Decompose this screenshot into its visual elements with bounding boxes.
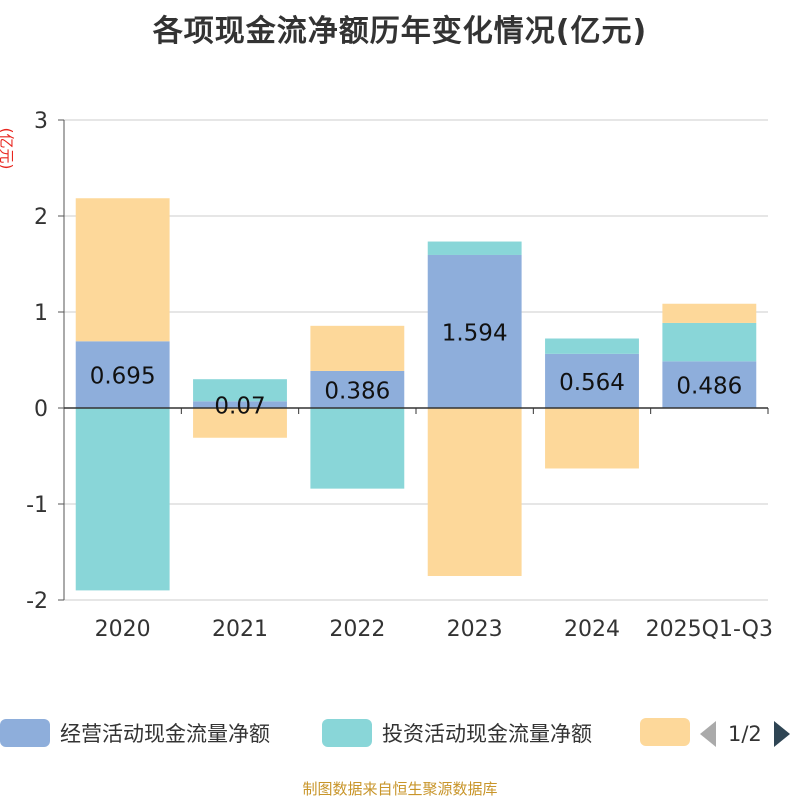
pager-page-text: 1/2 — [728, 722, 762, 746]
bar-series-0 — [545, 353, 639, 408]
data-label: 0.386 — [324, 378, 390, 404]
legend-label-investing: 投资活动现金流量净额 — [382, 722, 592, 746]
source-note: 制图数据来自恒生聚源数据库 — [302, 780, 498, 798]
bar-series-2 — [75, 198, 170, 342]
y-tick-label: 3 — [34, 109, 48, 134]
legend-label-operating: 经营活动现金流量净额 — [60, 722, 270, 746]
y-tick-label: 1 — [34, 301, 48, 326]
bar-series-0 — [427, 254, 522, 408]
legend-item-operating[interactable]: 经营活动现金流量净额 — [0, 718, 270, 748]
bar-series-2 — [193, 408, 287, 438]
bar-series-0 — [310, 370, 405, 408]
chart-plot: -2 -1 0 1 2 3 2020 2021 2022 2023 2024 2025Q1-Q3 0.… — [26, 109, 773, 642]
data-label: 1.594 — [442, 320, 508, 346]
data-label: 0.564 — [559, 370, 625, 396]
x-tick-label: 2025Q1-Q3 — [646, 617, 773, 642]
legend: 经营活动现金流量净额 投资活动现金流量净额 1/2 — [0, 716, 800, 756]
legend-pager: 1/2 — [700, 716, 790, 752]
bar-series-0 — [75, 341, 170, 408]
bars — [75, 198, 757, 591]
y-tick-label: -2 — [26, 589, 48, 614]
y-tick-label: 0 — [34, 397, 48, 422]
x-tick-label: 2022 — [329, 617, 385, 642]
bar-series-0 — [193, 401, 287, 408]
legend-swatch-investing — [322, 719, 372, 747]
chart-title: 各项现金流净额历年变化情况(亿元) — [152, 14, 648, 49]
bar-series-0 — [662, 361, 757, 408]
bar-series-1 — [427, 241, 522, 255]
bar-series-1 — [310, 408, 405, 489]
pager-prev-icon[interactable] — [700, 721, 716, 747]
x-tick-label: 2023 — [447, 617, 503, 642]
bar-series-1 — [545, 338, 639, 354]
x-tick-label: 2020 — [95, 617, 151, 642]
legend-swatch-financing — [640, 718, 690, 746]
bar-series-1 — [662, 322, 757, 362]
pager-next-icon[interactable] — [773, 721, 790, 747]
data-labels: 0.695 0.07 0.386 1.594 0.564 0.486 — [90, 320, 743, 419]
bar-series-2 — [427, 408, 522, 576]
data-label: 0.486 — [676, 374, 742, 400]
legend-item-investing[interactable]: 投资活动现金流量净额 — [322, 718, 592, 748]
legend-item-financing[interactable] — [640, 718, 700, 746]
bar-series-2 — [310, 325, 405, 371]
x-tick-label: 2024 — [564, 617, 620, 642]
y-tick-label: 2 — [34, 205, 48, 230]
bar-series-2 — [545, 408, 639, 469]
x-tick-label: 2021 — [212, 617, 268, 642]
bar-series-1 — [75, 408, 170, 591]
legend-swatch-operating — [0, 719, 50, 747]
data-label: 0.695 — [90, 364, 156, 390]
bar-series-2 — [662, 303, 757, 323]
bar-series-1 — [193, 379, 287, 402]
axes: -2 -1 0 1 2 3 2020 2021 2022 2023 2024 2025Q1-Q3 — [26, 109, 773, 642]
y-tick-label: -1 — [26, 493, 48, 518]
data-label: 0.07 — [214, 394, 265, 420]
